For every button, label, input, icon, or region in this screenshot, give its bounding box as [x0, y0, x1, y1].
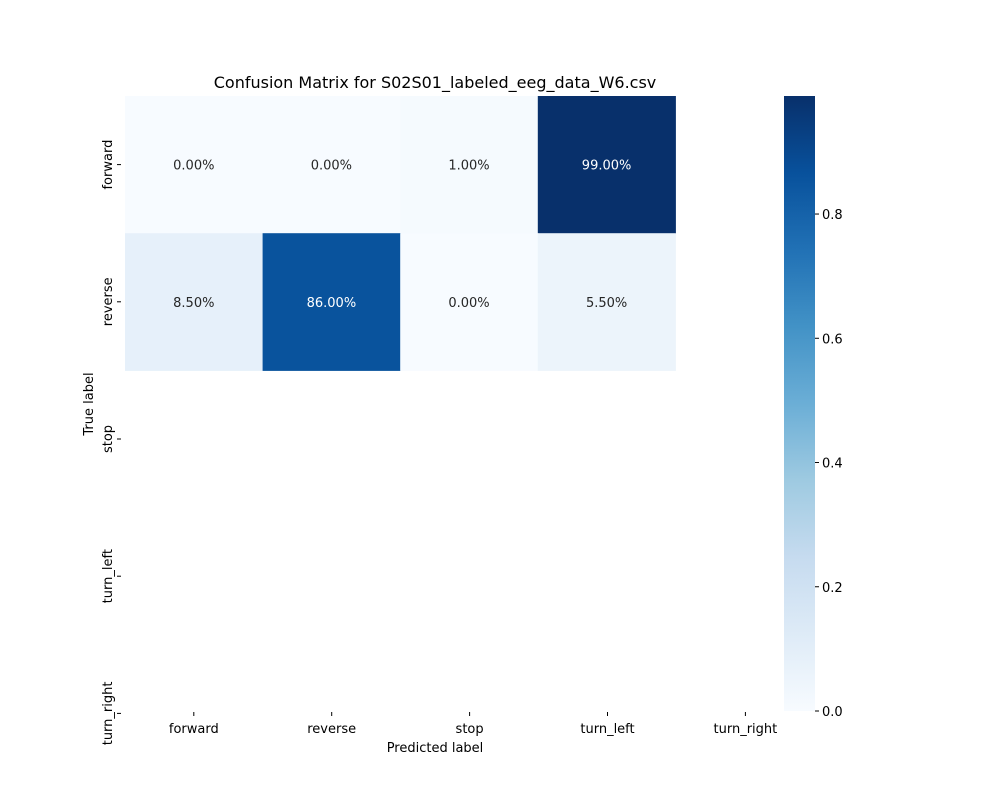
cell-label: 86.00% [307, 296, 357, 311]
colorbar-ticks: 0.0 0.2 0.4 0.6 0.8 [815, 208, 843, 720]
heatmap-cell [262, 96, 401, 234]
y-tick-label: turn_right [101, 682, 116, 746]
colorbar-tick-label: 0.6 [822, 332, 843, 347]
x-tick-label: turn_right [714, 722, 778, 737]
x-tick-label: turn_left [580, 722, 634, 737]
colorbar-tick-label: 0.8 [822, 208, 843, 223]
x-tick-label: reverse [307, 722, 356, 737]
heatmap-cell [537, 233, 676, 371]
y-axis-label: True label [82, 372, 97, 436]
y-tick-label: forward [101, 140, 116, 190]
x-tick-label: forward [169, 722, 219, 737]
cell-label: 5.50% [586, 296, 627, 311]
cell-label: 0.00% [448, 296, 489, 311]
colorbar [784, 96, 815, 711]
heatmap-cell [262, 233, 401, 371]
heatmap-cell [125, 233, 264, 371]
heatmap-cells: 0.00% 0.00% 1.00% 99.00% 8.50% 86.00% 0.00% 5.5… [125, 96, 676, 371]
colorbar-tick-label: 0.2 [822, 581, 843, 596]
y-axis-ticks: forward reverse stop turn_left turn_right [101, 140, 121, 746]
cell-label: 1.00% [448, 159, 489, 174]
heatmap-cell [400, 233, 539, 371]
colorbar-tick-label: 0.0 [822, 705, 843, 720]
colorbar-tick-label: 0.4 [822, 457, 843, 472]
cell-label: 8.50% [173, 296, 214, 311]
y-tick-label: reverse [101, 277, 116, 326]
x-axis-ticks: forward reverse stop turn_left turn_right [169, 712, 777, 737]
cell-label: 99.00% [582, 159, 632, 174]
y-tick-label: turn_left [101, 549, 116, 603]
heatmap-cell [400, 96, 539, 234]
y-tick-label: stop [101, 425, 116, 453]
x-axis-label: Predicted label [387, 741, 484, 756]
x-tick-label: stop [456, 722, 484, 737]
cell-label: 0.00% [311, 159, 352, 174]
heatmap-cell [125, 96, 264, 234]
heatmap-cell [537, 96, 676, 234]
chart-title: Confusion Matrix for S02S01_labeled_eeg_… [214, 73, 657, 93]
cell-label: 0.00% [173, 159, 214, 174]
